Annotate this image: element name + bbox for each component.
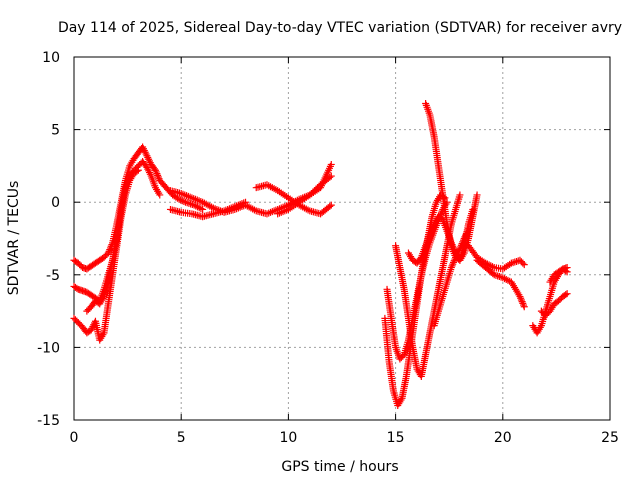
data-point [180,197,188,205]
data-point [520,261,528,269]
data-point [473,191,481,199]
x-tick-labels: 0 5 10 15 20 25 [70,430,619,446]
y-tick-label: 10 [42,50,60,66]
series-arc-early-3 [70,166,142,344]
data-point [458,240,466,248]
data-points [70,99,571,409]
series-arc-late-6 [430,224,472,330]
data-point [456,245,464,253]
data-point [177,196,185,204]
data-point [426,230,434,238]
data-point [105,247,113,255]
data-point [154,171,162,179]
data-point [518,298,526,306]
data-point [153,170,161,178]
data-point [519,299,527,307]
data-point [456,191,464,199]
data-point [516,293,524,301]
axis-ticks [73,56,611,421]
data-point [134,166,142,174]
data-point [489,263,497,271]
data-point [427,227,435,235]
plot-border [73,56,611,421]
data-point [457,243,465,251]
data-point [451,255,459,263]
y-tick-label: -5 [46,268,60,284]
data-point [562,267,570,275]
data-point [154,173,162,181]
data-point [326,173,334,181]
data-point [464,224,472,232]
data-point [563,268,571,276]
data-point [519,259,527,267]
data-point [462,229,470,237]
data-point [462,231,470,239]
data-point [520,301,528,309]
series-arc-early-4 [83,235,121,315]
x-tick-label: 25 [601,430,619,446]
data-point [449,260,457,268]
data-point [450,257,458,265]
data-point [520,303,528,311]
y-tick-label: -10 [37,340,60,356]
y-axis-label: SDTVAR / TECUs [6,181,22,296]
data-point [326,202,334,210]
data-point [464,226,472,234]
series-arc-late-10 [537,290,571,319]
y-tick-label: 5 [51,123,60,139]
data-point [460,235,468,242]
data-point [242,198,250,206]
data-point [104,249,112,257]
series-arc-late-8 [473,256,528,311]
x-tick-label: 15 [387,430,405,446]
data-point [429,222,437,230]
data-point [563,290,571,298]
data-point [197,205,205,213]
series-arc-mid-2 [166,198,250,221]
data-point [428,225,436,233]
data-point [457,241,465,249]
data-point [463,228,471,236]
x-axis-label: GPS time / hours [281,459,398,475]
y-tick-labels: -15 -10 -5 0 5 10 [37,50,60,429]
data-point [459,236,467,244]
data-point [106,246,114,254]
data-point [459,238,467,246]
series-arc-late-3 [392,191,464,380]
data-point [399,352,407,360]
data-point [327,201,335,209]
x-tick-label: 0 [70,430,79,446]
data-point [517,296,525,304]
chart-title: Day 114 of 2025, Sidereal Day-to-day VTE… [58,20,622,36]
data-point [152,168,160,176]
data-point [517,294,525,302]
series-arc-mid-4 [274,172,335,218]
data-point [178,197,186,205]
data-point [133,167,141,175]
data-point [175,195,183,203]
x-tick-label: 10 [279,430,297,446]
data-point [429,223,437,231]
data-point [156,191,164,199]
data-point [327,172,335,180]
data-point [327,160,335,168]
data-point [427,228,435,236]
data-point [461,233,469,241]
grid [74,57,610,420]
x-tick-label: 20 [494,430,512,446]
data-point [447,264,455,272]
data-point [199,205,207,213]
series-arc-mid-3 [252,181,335,218]
data-point [151,166,159,174]
y-tick-label: -15 [37,413,60,429]
data-point [113,235,121,242]
y-tick-label: 0 [51,195,60,211]
data-point [449,258,457,266]
data-point [562,291,570,299]
series-arc-late-11 [546,265,571,286]
series-arc-late-7 [464,242,528,273]
x-tick-label: 5 [177,430,186,446]
data-point [448,262,456,270]
